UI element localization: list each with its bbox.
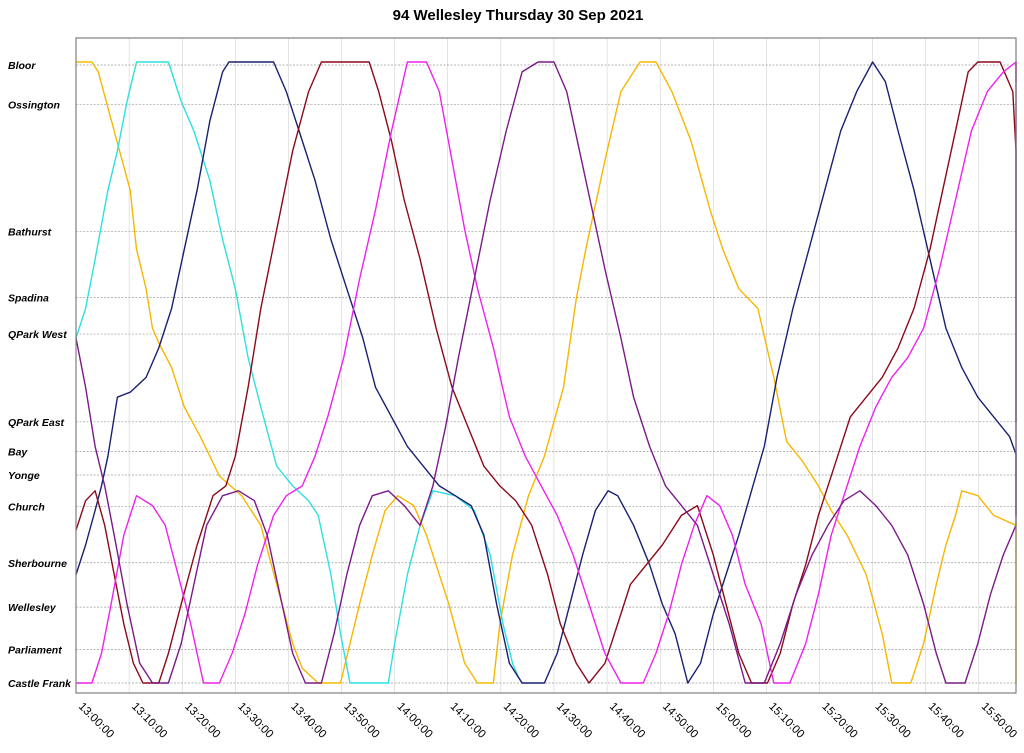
plot-frame	[75, 37, 1017, 694]
time-tick-label: 15:20:00	[819, 701, 859, 741]
stop-label: Spadina	[8, 293, 49, 305]
stop-label: Bloor	[8, 60, 36, 72]
stop-label: Bay	[8, 446, 28, 458]
trip-line	[75, 61, 1017, 684]
time-tick-label: 15:30:00	[872, 701, 912, 741]
stop-label: Sherbourne	[8, 558, 67, 570]
time-tick-label: 13:10:00	[129, 701, 169, 741]
trip-line	[75, 61, 1017, 684]
stop-label: Bathurst	[8, 227, 52, 239]
stop-label: Castle Frank	[8, 678, 72, 690]
stop-labels: Castle Frank Parliament Wellesley Sherbourn…	[8, 60, 72, 690]
time-tick-label: 15:10:00	[766, 701, 806, 741]
time-tick-label: 15:40:00	[926, 701, 966, 741]
time-tick-label: 13:30:00	[235, 701, 275, 741]
time-tick-labels: 13:00:00 13:10:00 13:20:00 13:30:00 13:40:00…	[76, 701, 1019, 741]
time-tick-label: 13:00:00	[76, 701, 116, 741]
time-tick-label: 15:00:00	[713, 701, 753, 741]
time-tick-label: 14:00:00	[395, 701, 435, 741]
stop-label: QPark East	[8, 417, 65, 429]
stop-label: Church	[8, 502, 45, 514]
time-tick-label: 14:20:00	[501, 701, 541, 741]
stop-label: Ossington	[8, 99, 60, 111]
stop-gridlines	[76, 64, 1016, 684]
stop-label: Yonge	[8, 470, 40, 482]
time-tick-label: 13:20:00	[182, 701, 222, 741]
time-tick-label: 14:10:00	[448, 701, 488, 741]
time-tick-label: 15:50:00	[979, 701, 1019, 741]
stop-label: QPark West	[8, 329, 67, 341]
time-tick-label: 13:50:00	[341, 701, 381, 741]
time-tick-label: 13:40:00	[288, 701, 328, 741]
trip-line	[75, 61, 1017, 684]
chart-title: 94 Wellesley Thursday 30 Sep 2021	[393, 7, 644, 24]
stop-label: Wellesley	[8, 602, 57, 614]
vehicle-trips	[75, 61, 1017, 684]
time-tick-label: 14:50:00	[660, 701, 700, 741]
stop-label: Parliament	[8, 644, 62, 656]
trip-line	[75, 61, 1017, 684]
time-gridlines	[75, 38, 980, 693]
trip-line	[75, 61, 523, 684]
time-tick-label: 14:40:00	[607, 701, 647, 741]
time-tick-label: 14:30:00	[554, 701, 594, 741]
trip-line	[75, 61, 1017, 684]
